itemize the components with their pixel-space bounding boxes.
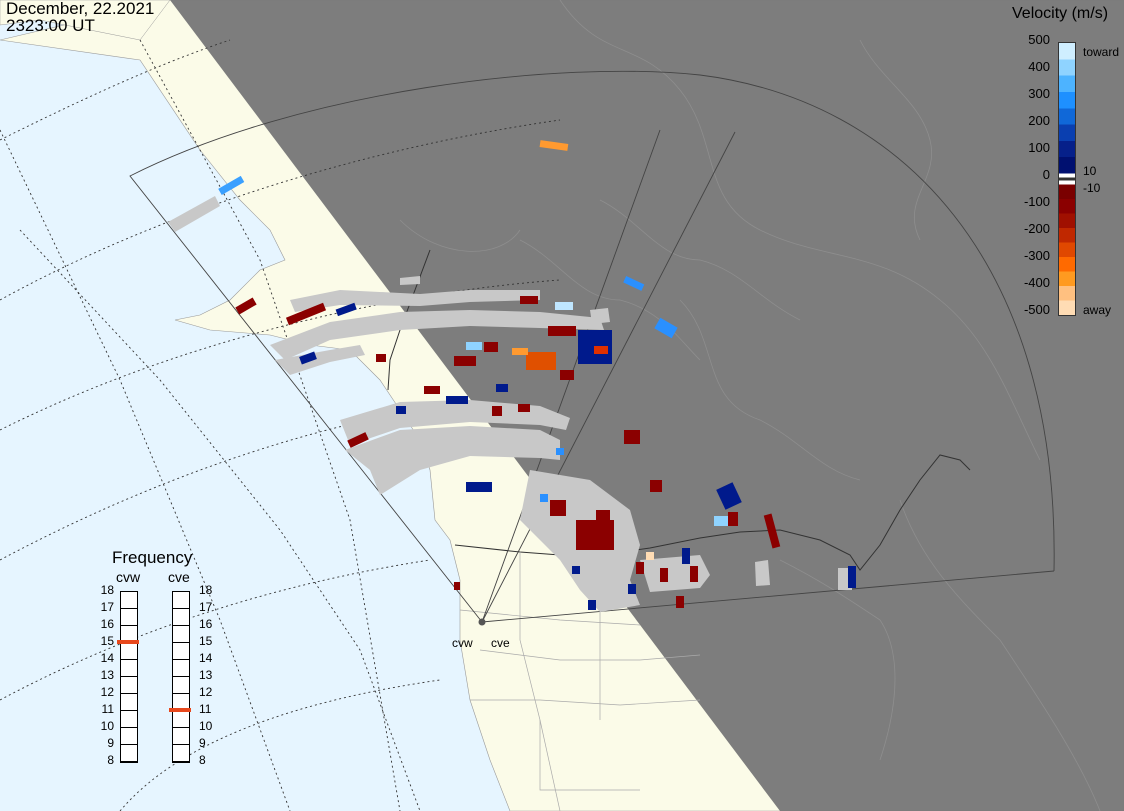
frequency-scale-label: 17 (100, 600, 114, 614)
colorbar-tick: -300 (1023, 248, 1050, 263)
frequency-scale-label: 8 (199, 753, 206, 767)
frequency-title: Frequency (112, 548, 193, 567)
colorbar-tick: -100 (1023, 194, 1050, 209)
colorbar-tick: 200 (1028, 113, 1050, 128)
colorbar-label-neg: -10 (1083, 181, 1101, 195)
frequency-scale-label: 16 (100, 617, 114, 631)
frequency-radar-cve: cve (168, 569, 190, 585)
colorbar-label-pos: 10 (1083, 164, 1097, 178)
velocity-blobs (218, 140, 856, 610)
frequency-scale-label: 15 (199, 634, 213, 648)
frequency-scale-label: 16 (199, 617, 213, 631)
colorbar-tick: -200 (1023, 221, 1050, 236)
night-coastlines (399, 0, 1101, 811)
frequency-column-cve (172, 591, 190, 763)
frequency-scale-label: 11 (101, 702, 114, 716)
night-shade (170, 0, 1124, 811)
frequency-scale-label: 12 (199, 685, 213, 699)
frequency-scale-label: 9 (199, 736, 206, 750)
frequency-scale-label: 8 (107, 753, 114, 767)
frequency-scale-label: 18 (100, 583, 114, 597)
frequency-scale-label: 15 (100, 634, 114, 648)
frequency-scale-label: 13 (199, 668, 213, 682)
frequency-scale-label: 14 (100, 651, 114, 665)
time-label: 2323:00 UT (6, 16, 95, 35)
frequency-scale-label: 17 (199, 600, 213, 614)
date-label: December, 22.2021 (6, 0, 155, 18)
colorbar-tick: 400 (1028, 59, 1050, 74)
frequency-scale-label: 10 (100, 719, 114, 733)
frequency-scale-label: 10 (199, 719, 213, 733)
frequency-scale-label: 9 (107, 736, 114, 750)
colorbar-tick: 0 (1042, 167, 1050, 182)
frequency-marker-cvw (117, 640, 139, 644)
colorbar-tick: 100 (1028, 140, 1050, 155)
colorbar-title: Velocity (m/s) (1012, 5, 1109, 22)
colorbar-label-away: away (1083, 303, 1112, 317)
frequency-radar-cvw: cvw (116, 569, 141, 585)
colorbar-tick: 300 (1028, 86, 1050, 101)
field-of-view (129, 70, 1055, 623)
frequency-scale-label: 11 (199, 702, 212, 716)
state-lines (459, 552, 701, 811)
frequency-scale-label: 18 (199, 583, 213, 597)
site-label-cvw: cvw (452, 636, 473, 650)
frequency-column-cvw (120, 591, 138, 763)
frequency-scale-label: 13 (100, 668, 114, 682)
colorbar-label-toward: toward (1083, 45, 1120, 59)
frequency-scale-label: 12 (100, 685, 114, 699)
colorbar-tick: -400 (1023, 275, 1050, 290)
frequency-scale-label: 14 (199, 651, 213, 665)
frequency-marker-cve (169, 708, 191, 712)
colorbar (1058, 42, 1076, 316)
colorbar-tick: 500 (1028, 32, 1050, 47)
colorbar-tick: -500 (1023, 302, 1050, 317)
site-label-cve: cve (491, 636, 510, 650)
land-north (0, 0, 171, 41)
radar-site-marker (478, 618, 486, 626)
